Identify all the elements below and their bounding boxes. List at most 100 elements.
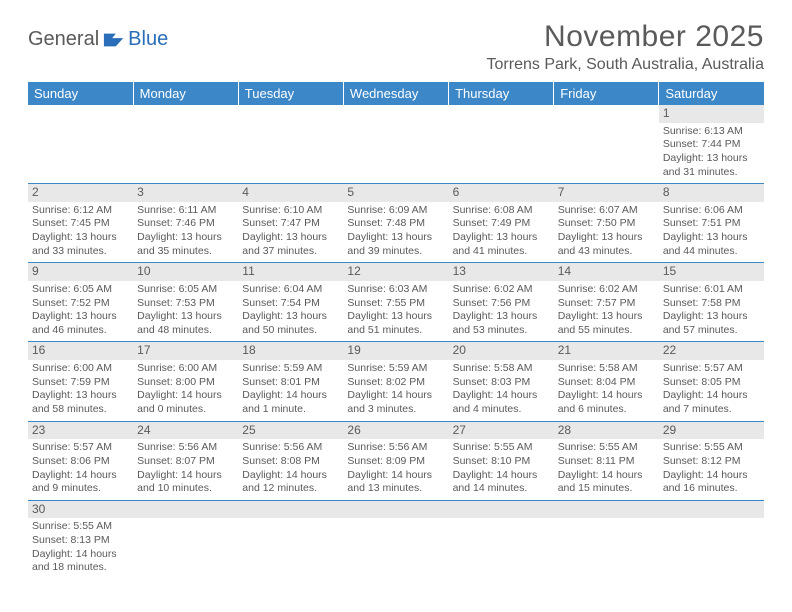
column-header: Thursday bbox=[449, 82, 554, 105]
day-number: 3 bbox=[133, 184, 238, 202]
calendar-cell: 13 Sunrise: 6:02 AMSunset: 7:56 PMDayligh… bbox=[449, 263, 554, 342]
day-number: 11 bbox=[238, 263, 343, 281]
day-details: Sunrise: 6:05 AMSunset: 7:53 PMDaylight:… bbox=[137, 283, 234, 338]
day-details: Sunrise: 6:10 AMSunset: 7:47 PMDaylight:… bbox=[242, 204, 339, 259]
calendar-cell: 3Sunrise: 6:11 AMSunset: 7:46 PMDaylight… bbox=[133, 184, 238, 263]
calendar-cell: 21Sunrise: 5:58 AMSunset: 8:04 PMDayligh… bbox=[554, 342, 659, 421]
day-number: 2 bbox=[28, 184, 133, 202]
calendar-cell bbox=[554, 500, 659, 579]
day-details: Sunrise: 5:59 AMSunset: 8:02 PMDaylight:… bbox=[347, 362, 444, 417]
calendar-cell: 15Sunrise: 6:01 AMSunset: 7:58 PMDayligh… bbox=[659, 263, 764, 342]
day-details: Sunrise: 5:55 AMSunset: 8:11 PMDaylight:… bbox=[558, 441, 655, 496]
day-details: Sunrise: 6:02 AMSunset: 7:56 PMDaylight:… bbox=[453, 283, 550, 338]
calendar-cell bbox=[238, 500, 343, 579]
calendar-cell: 7 Sunrise: 6:07 AMSunset: 7:50 PMDaylight… bbox=[554, 184, 659, 263]
calendar-cell: 10 Sunrise: 6:05 AMSunset: 7:53 PMDayligh… bbox=[133, 263, 238, 342]
day-number bbox=[238, 501, 343, 519]
day-number: 24 bbox=[133, 422, 238, 440]
day-details: Sunrise: 5:55 AMSunset: 8:10 PMDaylight:… bbox=[453, 441, 550, 496]
day-number bbox=[238, 105, 343, 123]
calendar-cell bbox=[343, 500, 448, 579]
day-number bbox=[659, 501, 764, 519]
title-block: November 2025 Torrens Park, South Austra… bbox=[487, 20, 764, 74]
calendar-cell: 5Sunrise: 6:09 AMSunset: 7:48 PMDaylight… bbox=[343, 184, 448, 263]
calendar-cell: 17 Sunrise: 6:00 AMSunset: 8:00 PMDayligh… bbox=[133, 342, 238, 421]
day-number: 16 bbox=[28, 342, 133, 360]
day-number: 18 bbox=[238, 342, 343, 360]
location-text: Torrens Park, South Australia, Australia bbox=[487, 56, 764, 74]
calendar-cell bbox=[449, 105, 554, 184]
day-number bbox=[133, 105, 238, 123]
calendar-week-row: 30Sunrise: 5:55 AMSunset: 8:13 PMDayligh… bbox=[28, 500, 764, 579]
day-details: Sunrise: 6:13 AMSunset: 7:44 PMDaylight:… bbox=[663, 125, 760, 180]
day-details: Sunrise: 5:56 AMSunset: 8:09 PMDaylight:… bbox=[347, 441, 444, 496]
calendar-cell: 4Sunrise: 6:10 AMSunset: 7:47 PMDaylight… bbox=[238, 184, 343, 263]
day-number: 30 bbox=[28, 501, 133, 519]
day-number bbox=[449, 105, 554, 123]
calendar-page: General Blue November 2025 Torrens Park,… bbox=[0, 0, 792, 599]
day-details: Sunrise: 5:56 AMSunset: 8:07 PMDaylight:… bbox=[137, 441, 234, 496]
column-header: Sunday bbox=[28, 82, 133, 105]
calendar-cell: 12Sunrise: 6:03 AMSunset: 7:55 PMDayligh… bbox=[343, 263, 448, 342]
calendar-cell: 30Sunrise: 5:55 AMSunset: 8:13 PMDayligh… bbox=[28, 500, 133, 579]
day-details: Sunrise: 5:59 AMSunset: 8:01 PMDaylight:… bbox=[242, 362, 339, 417]
logo-text-blue: Blue bbox=[128, 28, 168, 51]
calendar-week-row: 2Sunrise: 6:12 AMSunset: 7:45 PMDaylight… bbox=[28, 184, 764, 263]
day-details: Sunrise: 6:07 AMSunset: 7:50 PMDaylight:… bbox=[558, 204, 655, 259]
day-details: Sunrise: 6:03 AMSunset: 7:55 PMDaylight:… bbox=[347, 283, 444, 338]
day-number bbox=[343, 105, 448, 123]
logo: General Blue bbox=[28, 20, 168, 51]
day-number: 8 bbox=[659, 184, 764, 202]
column-header: Wednesday bbox=[343, 82, 448, 105]
calendar-cell bbox=[238, 105, 343, 184]
day-number: 17 bbox=[133, 342, 238, 360]
day-number: 20 bbox=[449, 342, 554, 360]
calendar-week-row: 16Sunrise: 6:00 AMSunset: 7:59 PMDayligh… bbox=[28, 342, 764, 421]
day-details: Sunrise: 6:02 AMSunset: 7:57 PMDaylight:… bbox=[558, 283, 655, 338]
calendar-cell bbox=[133, 500, 238, 579]
day-details: Sunrise: 6:08 AMSunset: 7:49 PMDaylight:… bbox=[453, 204, 550, 259]
calendar-cell: 22 Sunrise: 5:57 AMSunset: 8:05 PMDayligh… bbox=[659, 342, 764, 421]
day-number: 27 bbox=[449, 422, 554, 440]
column-header: Saturday bbox=[659, 82, 764, 105]
day-number: 10 bbox=[133, 263, 238, 281]
day-details: Sunrise: 5:57 AMSunset: 8:05 PMDaylight:… bbox=[663, 362, 760, 417]
header: General Blue November 2025 Torrens Park,… bbox=[28, 20, 764, 74]
calendar-cell: 2Sunrise: 6:12 AMSunset: 7:45 PMDaylight… bbox=[28, 184, 133, 263]
day-number: 15 bbox=[659, 263, 764, 281]
day-details: Sunrise: 6:00 AMSunset: 8:00 PMDaylight:… bbox=[137, 362, 234, 417]
day-number: 6 bbox=[449, 184, 554, 202]
day-number: 23 bbox=[28, 422, 133, 440]
day-number bbox=[133, 501, 238, 519]
day-details: Sunrise: 5:56 AMSunset: 8:08 PMDaylight:… bbox=[242, 441, 339, 496]
day-number bbox=[554, 105, 659, 123]
day-number: 22 bbox=[659, 342, 764, 360]
calendar-cell: 27Sunrise: 5:55 AMSunset: 8:10 PMDayligh… bbox=[449, 421, 554, 500]
day-number: 19 bbox=[343, 342, 448, 360]
calendar-cell: 25Sunrise: 5:56 AMSunset: 8:08 PMDayligh… bbox=[238, 421, 343, 500]
day-details: Sunrise: 5:55 AMSunset: 8:12 PMDaylight:… bbox=[663, 441, 760, 496]
day-number: 1 bbox=[659, 105, 764, 123]
calendar-cell bbox=[449, 500, 554, 579]
logo-text-general: General bbox=[28, 28, 99, 51]
day-number: 7 bbox=[554, 184, 659, 202]
calendar-cell: 24Sunrise: 5:56 AMSunset: 8:07 PMDayligh… bbox=[133, 421, 238, 500]
calendar-cell: 20Sunrise: 5:58 AMSunset: 8:03 PMDayligh… bbox=[449, 342, 554, 421]
calendar-cell: 28Sunrise: 5:55 AMSunset: 8:11 PMDayligh… bbox=[554, 421, 659, 500]
calendar-cell bbox=[28, 105, 133, 184]
column-header: Tuesday bbox=[238, 82, 343, 105]
calendar-table: SundayMondayTuesdayWednesdayThursdayFrid… bbox=[28, 82, 764, 579]
calendar-cell bbox=[343, 105, 448, 184]
day-details: Sunrise: 6:06 AMSunset: 7:51 PMDaylight:… bbox=[663, 204, 760, 259]
day-number: 14 bbox=[554, 263, 659, 281]
calendar-week-row: 1 Sunrise: 6:13 AMSunset: 7:44 PMDaylight… bbox=[28, 105, 764, 184]
calendar-body: 1 Sunrise: 6:13 AMSunset: 7:44 PMDaylight… bbox=[28, 105, 764, 579]
day-number: 13 bbox=[449, 263, 554, 281]
day-number bbox=[554, 501, 659, 519]
calendar-cell: 18 Sunrise: 5:59 AMSunset: 8:01 PMDayligh… bbox=[238, 342, 343, 421]
day-details: Sunrise: 5:57 AMSunset: 8:06 PMDaylight:… bbox=[32, 441, 129, 496]
calendar-cell: 1 Sunrise: 6:13 AMSunset: 7:44 PMDaylight… bbox=[659, 105, 764, 184]
flag-icon bbox=[103, 32, 125, 48]
column-header: Friday bbox=[554, 82, 659, 105]
day-details: Sunrise: 6:09 AMSunset: 7:48 PMDaylight:… bbox=[347, 204, 444, 259]
